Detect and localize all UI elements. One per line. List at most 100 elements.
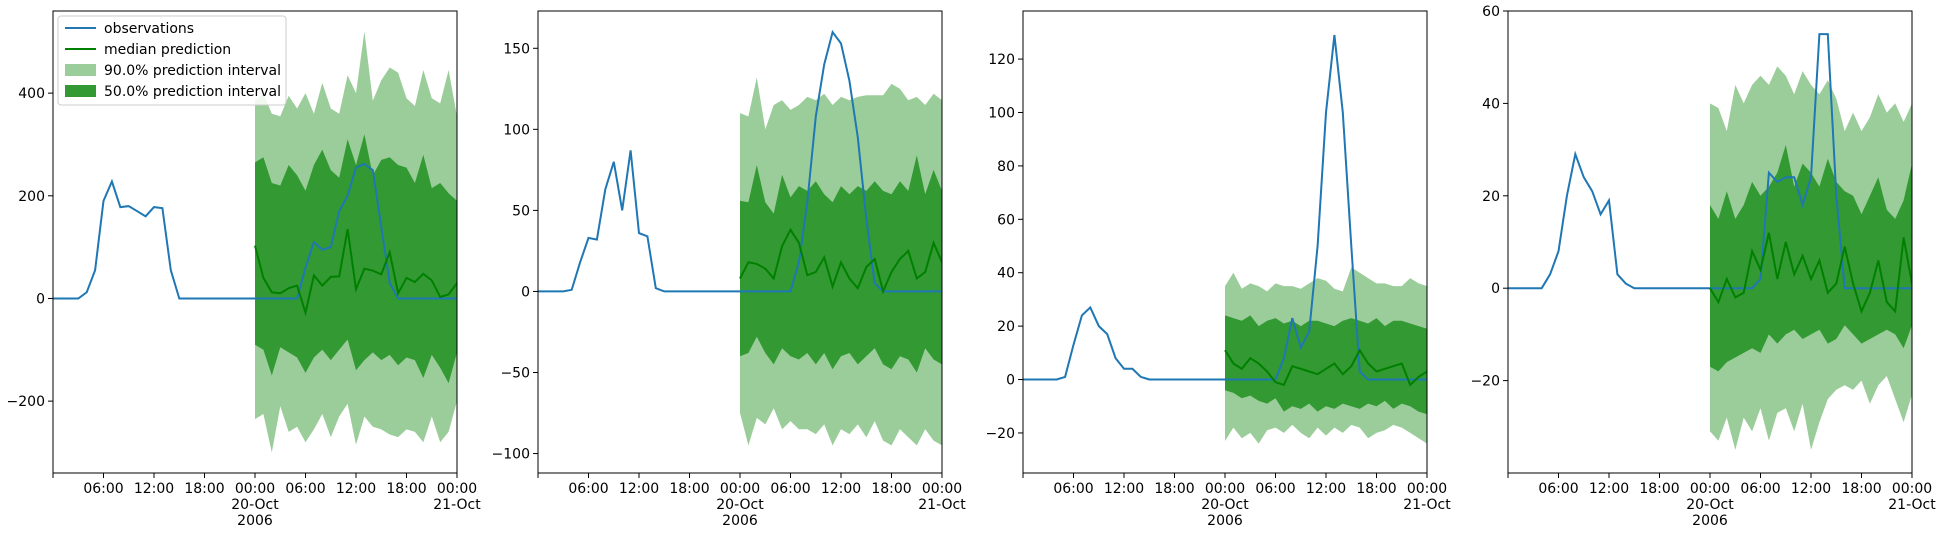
x-tick-label: 18:00 [1841, 481, 1881, 497]
observations-line [1023, 34, 1427, 381]
median-prediction-line [1709, 232, 1912, 315]
x-tick-label-line: 18:00 [871, 481, 911, 497]
x-tick-label-line: 18:00 [386, 481, 426, 497]
plot-area-1 [53, 31, 457, 453]
x-tick-label-line: 18:00 [1154, 481, 1194, 497]
x-tick-label-line: 18:00 [1639, 481, 1679, 497]
interval-50-band [1225, 315, 1427, 415]
legend: observations median prediction 90.0% predi… [57, 15, 287, 106]
x-tick-label: 00:00 20-Oct 2006 [1686, 481, 1734, 529]
y-tick-label: 50 [512, 203, 530, 219]
legend-box [57, 15, 287, 106]
x-tick-label-line: 00:00 [1892, 481, 1932, 497]
x-tick-label: 00:00 20-Oct 2006 [231, 481, 279, 529]
x-tick-label-line: 12:00 [134, 481, 174, 497]
y-tick-label: 200 [18, 189, 45, 205]
x-tick-label-line: 12:00 [1306, 481, 1346, 497]
x-tick-label: 12:00 [1791, 481, 1831, 497]
x-tick-label-line: 20-Oct [231, 497, 279, 513]
x-tick-label: 18:00 [871, 481, 911, 497]
x-tick-label-line: 12:00 [1589, 481, 1629, 497]
x-tick-label-line: 00:00 [437, 481, 477, 497]
x-tick-label: 00:00 21-Oct [918, 481, 966, 513]
x-tick-label-line: 06:00 [83, 481, 123, 497]
x-tick-label: 06:00 [770, 481, 810, 497]
y-tick-label: −200 [7, 394, 45, 410]
x-tick-label: 00:00 21-Oct [433, 481, 481, 513]
chart-panel-1: −200 0 200 400 06:00 12:00 18:00 00:00 20-Oct 200… [7, 10, 481, 529]
x-tick-label: 06:00 [1538, 481, 1578, 497]
median-prediction-line [254, 229, 457, 317]
x-tick-label-line: 18:00 [669, 481, 709, 497]
x-tick-label: 00:00 20-Oct 2006 [716, 481, 764, 529]
x-tick-label-line: 06:00 [1740, 481, 1780, 497]
plot-area-2 [538, 29, 942, 446]
x-tick-label-line: 2006 [1692, 513, 1728, 529]
x-tick-label-line: 18:00 [184, 481, 224, 497]
y-tick-label: 0 [521, 284, 530, 300]
x-tick-label-line: 06:00 [1053, 481, 1093, 497]
interval-50-band [1710, 145, 1912, 372]
y-tick-label: 60 [1482, 4, 1500, 20]
y-tick-label: −20 [1470, 374, 1500, 390]
median-prediction-line [1224, 348, 1427, 387]
legend-swatch-patch [65, 85, 96, 97]
y-tick-label: 0 [1491, 281, 1500, 297]
x-tick-label: 18:00 [669, 481, 709, 497]
x-tick-label-line: 00:00 [1690, 481, 1730, 497]
x-tick-label-line: 12:00 [336, 481, 376, 497]
x-tick-label-line: 06:00 [1538, 481, 1578, 497]
y-tick-label: 80 [997, 159, 1015, 175]
x-tick-label-line: 00:00 [1407, 481, 1447, 497]
x-tick-label: 12:00 [1104, 481, 1144, 497]
x-tick-label-line: 06:00 [568, 481, 608, 497]
x-tick-label: 12:00 [134, 481, 174, 497]
y-tick-label: −100 [492, 447, 530, 463]
x-tick-label: 18:00 [1154, 481, 1194, 497]
y-tick-label: 0 [36, 291, 45, 307]
legend-entry-label: 50.0% prediction interval [104, 84, 281, 100]
x-tick-label-line: 00:00 [922, 481, 962, 497]
x-tick-label: 06:00 [568, 481, 608, 497]
legend-entry-label: observations [104, 21, 194, 37]
x-tick-label: 00:00 21-Oct [1888, 481, 1936, 513]
x-tick-label: 00:00 21-Oct [1403, 481, 1451, 513]
observations-line [538, 29, 942, 293]
x-tick-label-line: 12:00 [619, 481, 659, 497]
x-tick-label: 00:00 20-Oct 2006 [1201, 481, 1249, 529]
x-tick-label-line: 20-Oct [716, 497, 764, 513]
x-tick-label: 12:00 [821, 481, 861, 497]
x-tick-label: 18:00 [184, 481, 224, 497]
x-tick-label: 12:00 [1306, 481, 1346, 497]
y-tick-label: 60 [997, 212, 1015, 228]
interval-50-band [255, 134, 457, 384]
x-tick-label-line: 21-Oct [433, 497, 481, 513]
y-tick-label: −50 [500, 365, 530, 381]
y-tick-label: −20 [985, 426, 1015, 442]
x-tick-label-line: 12:00 [1104, 481, 1144, 497]
x-tick-label-line: 20-Oct [1686, 497, 1734, 513]
y-tick-label: 400 [18, 86, 45, 102]
y-tick-label: 40 [1482, 96, 1500, 112]
x-tick-label-line: 00:00 [720, 481, 760, 497]
x-tick-label: 06:00 [285, 481, 325, 497]
x-tick-label-line: 00:00 [1205, 481, 1245, 497]
x-tick-label-line: 00:00 [235, 481, 275, 497]
legend-swatch-patch [65, 64, 96, 76]
plot-area-4 [1508, 33, 1912, 450]
x-tick-label: 12:00 [336, 481, 376, 497]
legend-entry-label: 90.0% prediction interval [104, 63, 281, 79]
x-tick-label: 18:00 [1356, 481, 1396, 497]
x-tick-label: 06:00 [1255, 481, 1295, 497]
x-tick-label-line: 2006 [722, 513, 758, 529]
y-tick-label: 150 [503, 41, 530, 57]
x-tick-label: 18:00 [386, 481, 426, 497]
x-tick-label-line: 21-Oct [918, 497, 966, 513]
x-tick-label: 12:00 [619, 481, 659, 497]
x-tick-label: 06:00 [1053, 481, 1093, 497]
y-tick-label: 100 [988, 105, 1015, 121]
y-tick-label: 0 [1006, 373, 1015, 389]
observations-line [53, 162, 457, 300]
